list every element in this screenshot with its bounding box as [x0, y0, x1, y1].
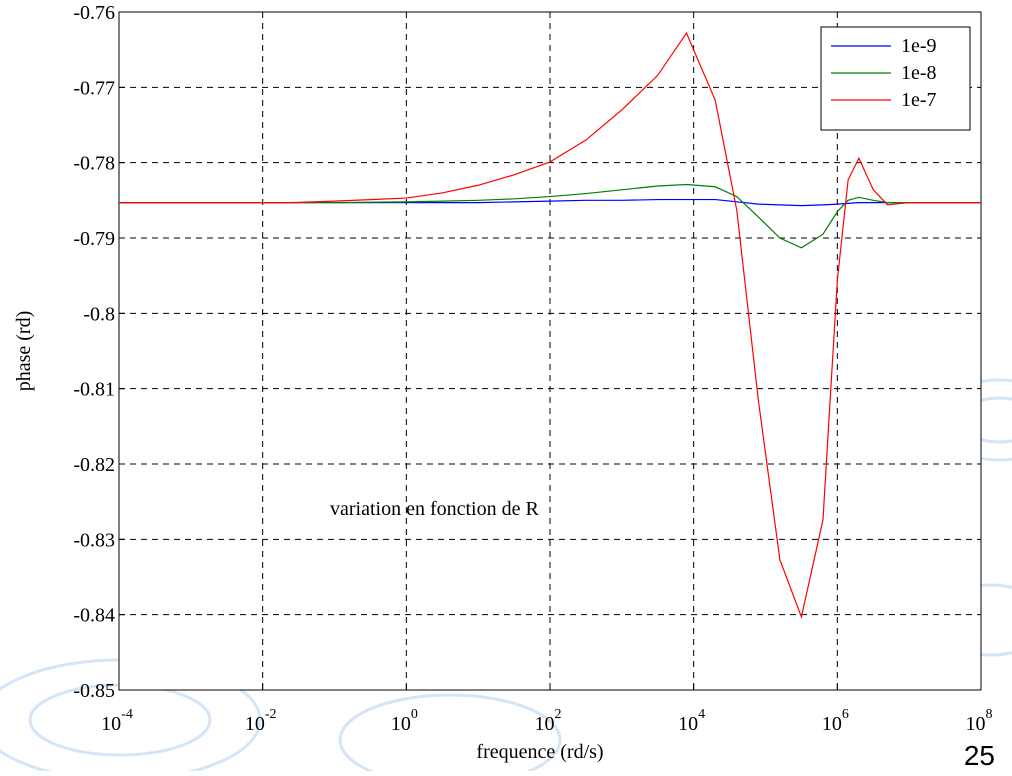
x-tick-label: 108 — [966, 707, 993, 735]
y-axis-label: phase (rd) — [13, 311, 35, 392]
tick-exponent: 6 — [842, 707, 849, 722]
slide-number: 25 — [964, 740, 995, 771]
series-line — [119, 198, 981, 207]
y-tick-label: -0.79 — [73, 228, 115, 250]
y-tick-label: -0.8 — [83, 303, 115, 325]
y-tick-label: -0.81 — [73, 379, 115, 401]
legend-label: 1e-9 — [901, 35, 937, 57]
tick-base: 10 — [822, 713, 842, 735]
x-tick-label: 10-4 — [101, 707, 133, 735]
x-tick-label: 102 — [535, 707, 562, 735]
tick-base: 10 — [101, 713, 121, 735]
tick-exponent: 4 — [698, 707, 705, 722]
tick-base: 10 — [245, 713, 265, 735]
tick-exponent: 2 — [555, 707, 562, 722]
series-line — [119, 31, 981, 620]
legend-label: 1e-7 — [901, 89, 937, 111]
tick-exponent: -2 — [265, 707, 277, 722]
annotation: variation en fonction de R — [330, 498, 539, 520]
y-tick-label: -0.83 — [73, 529, 115, 551]
tick-base: 10 — [535, 713, 555, 735]
series-line — [119, 183, 981, 249]
y-tick-label: -0.85 — [73, 680, 115, 702]
lines — [119, 31, 981, 620]
x-tick-label: 104 — [678, 707, 705, 735]
tick-exponent: 0 — [411, 707, 418, 722]
x-tick-label: 10-2 — [245, 707, 277, 735]
tick-exponent: -4 — [121, 707, 133, 722]
legend-box — [820, 26, 971, 131]
y-tick-label: -0.82 — [73, 454, 115, 476]
x-tick-label: 100 — [391, 707, 418, 735]
y-tick-label: -0.76 — [73, 2, 115, 24]
x-tick-label: 106 — [822, 707, 849, 735]
legend-label: 1e-8 — [901, 62, 937, 84]
legend: 1e-9 1e-8 1e-7 — [820, 26, 971, 131]
tick-base: 10 — [391, 713, 411, 735]
x-axis-label: frequence (rd/s) — [476, 741, 603, 763]
y-tick-label: -0.78 — [73, 153, 115, 175]
y-tick-label: -0.84 — [73, 605, 115, 627]
tick-exponent: 8 — [986, 707, 993, 722]
y-tick-label: -0.77 — [73, 77, 115, 99]
tick-base: 10 — [678, 713, 698, 735]
tick-base: 10 — [966, 713, 986, 735]
